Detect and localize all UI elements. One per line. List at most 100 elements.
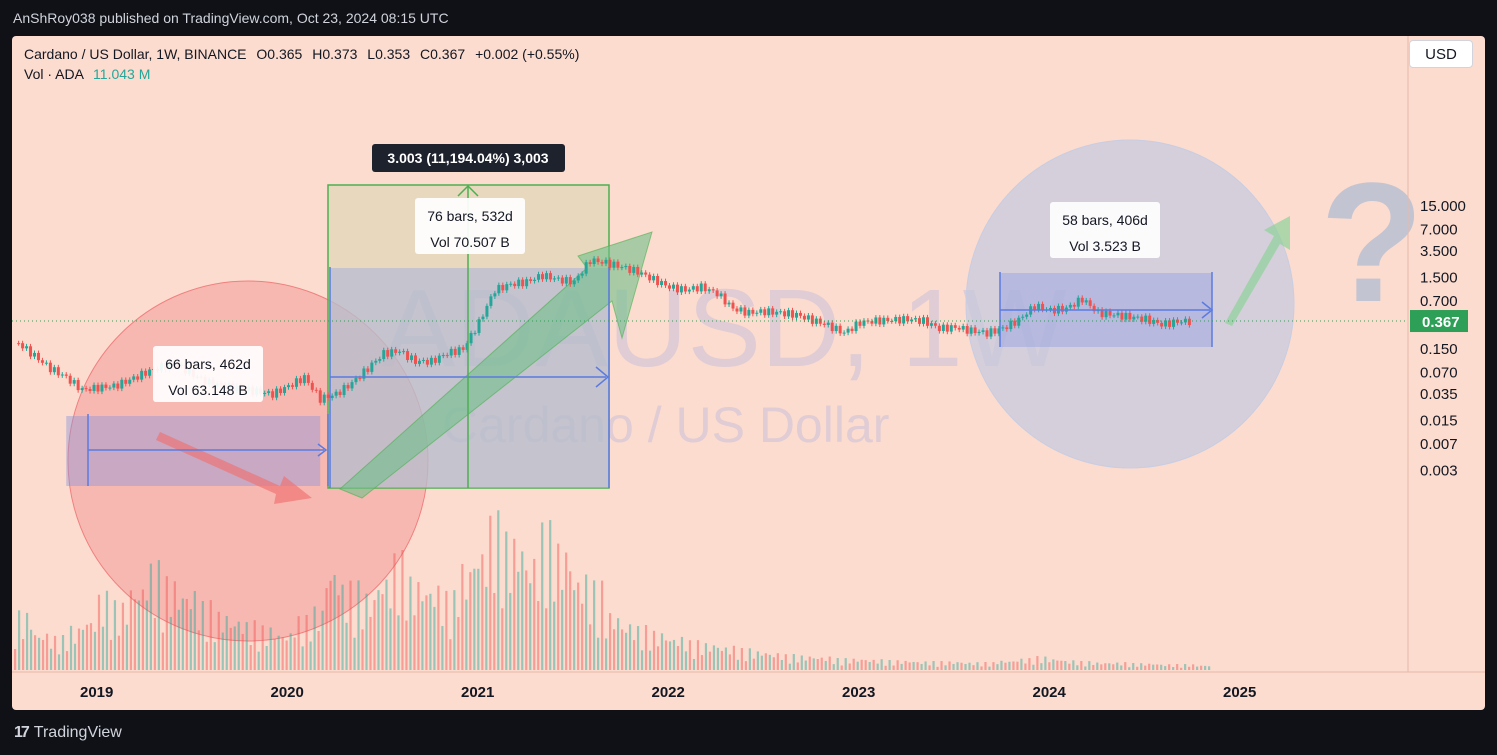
candle-body: [898, 316, 902, 324]
legend-volume-label[interactable]: Vol · ADA: [24, 66, 84, 82]
candle-body: [1128, 312, 1132, 320]
candle-body: [493, 293, 497, 297]
candle-body: [679, 286, 683, 293]
candle-body: [787, 310, 791, 317]
candle-body: [1179, 322, 1183, 324]
candle-body: [925, 317, 929, 326]
candle-body: [548, 273, 552, 280]
candle-body: [1072, 304, 1076, 307]
range3-label[interactable]: 58 bars, 406d Vol 3.523 B: [1050, 202, 1160, 258]
candle-body: [902, 316, 906, 324]
volume-bar: [916, 662, 919, 670]
price-chart[interactable]: ADAUSD, 1W Cardano / US Dollar ? 66 bars…: [12, 36, 1485, 710]
volume-bar: [904, 660, 907, 670]
volume-bar: [804, 660, 807, 670]
footer: 17 TradingView: [0, 712, 1497, 755]
candle-body: [148, 369, 152, 376]
volume-bar: [309, 641, 312, 670]
volume-bar: [125, 624, 129, 670]
candle-body: [1025, 314, 1029, 317]
volume-bar: [1132, 663, 1135, 670]
volume-bar: [529, 583, 532, 670]
candle-body: [1116, 312, 1120, 316]
candle-body: [572, 280, 576, 285]
volume-bar: [101, 626, 105, 670]
candle-body: [473, 332, 477, 334]
volume-bar: [644, 625, 648, 670]
candle-body: [374, 360, 378, 363]
volume-bar: [233, 626, 236, 670]
candle-body: [556, 277, 560, 279]
volume-bar: [205, 641, 208, 670]
volume-bar: [680, 636, 684, 670]
price-change-label[interactable]: 3.003 (11,194.04%) 3,003: [372, 144, 565, 172]
volume-bar: [465, 599, 468, 670]
candle-body: [707, 289, 711, 292]
candle-body: [854, 321, 858, 332]
candle-body: [894, 316, 898, 322]
volume-bar: [1116, 662, 1119, 670]
candle-body: [457, 347, 461, 355]
volume-bar: [860, 659, 863, 670]
volume-bar: [353, 637, 356, 670]
price-tick-label: 15.000: [1420, 198, 1466, 215]
volume-bar: [17, 610, 21, 670]
candle-body: [910, 319, 914, 322]
volume-bar: [936, 666, 939, 670]
tradingview-brand[interactable]: 17 TradingView: [14, 724, 122, 742]
candle-body: [731, 302, 735, 309]
volume-bar: [1072, 660, 1075, 670]
price-axis[interactable]: 15.000 7.000 3.500 1.500 0.700 0.150 0.070 0.03…: [1410, 198, 1468, 479]
volume-bar: [980, 666, 983, 670]
volume-bar: [321, 610, 324, 670]
candle-body: [68, 375, 72, 384]
candle-body: [727, 302, 731, 305]
candle-body: [537, 274, 541, 280]
candle-body: [461, 347, 465, 350]
range1-label[interactable]: 66 bars, 462d Vol 63.148 B: [153, 346, 263, 402]
candle-body: [1156, 319, 1160, 323]
volume-bar: [624, 632, 628, 670]
range2-label[interactable]: 76 bars, 532d Vol 70.507 B: [415, 198, 525, 254]
candle-body: [834, 325, 838, 332]
volume-bar: [333, 574, 336, 670]
legend-symbol[interactable]: Cardano / US Dollar, 1W, BINANCE: [24, 46, 247, 62]
volume-bar: [473, 568, 476, 670]
candle-body: [517, 279, 521, 287]
candle-body: [664, 281, 668, 286]
volume-bar: [1076, 665, 1079, 670]
candle-body: [1084, 300, 1088, 303]
volume-bar: [924, 661, 927, 670]
price-tick-label: 3.500: [1420, 243, 1458, 260]
volume-bar: [960, 662, 963, 670]
volume-bar: [577, 582, 580, 670]
time-axis[interactable]: 2019 2020 2021 2022 2023 2024 2025: [80, 684, 1256, 701]
volume-bar: [1120, 665, 1123, 670]
time-tick-label: 2025: [1223, 684, 1256, 701]
volume-bar: [844, 658, 847, 670]
candle-body: [906, 316, 910, 322]
volume-bar: [756, 651, 759, 670]
volume-bar: [21, 639, 25, 670]
chart-panel[interactable]: ADAUSD, 1W Cardano / US Dollar ? 66 bars…: [12, 36, 1485, 710]
candle-body: [334, 391, 338, 396]
volume-bar: [349, 580, 352, 670]
candle-body: [1076, 297, 1080, 307]
candle-body: [620, 267, 624, 269]
candle-body: [564, 277, 568, 284]
candle-body: [322, 394, 326, 403]
candle-body: [429, 357, 433, 365]
currency-button[interactable]: USD: [1409, 40, 1473, 68]
volume-bar: [329, 580, 332, 670]
time-tick-label: 2021: [461, 684, 494, 701]
volume-bar: [81, 629, 85, 670]
volume-bar: [221, 632, 224, 670]
candle-body: [965, 326, 969, 334]
candle-body: [88, 389, 92, 391]
volume-bar: [1196, 666, 1199, 670]
price-tick-label: 0.070: [1420, 364, 1458, 381]
time-tick-label: 2023: [842, 684, 875, 701]
volume-bar: [736, 659, 739, 670]
time-tick-label: 2022: [652, 684, 685, 701]
volume-bar: [553, 601, 556, 670]
